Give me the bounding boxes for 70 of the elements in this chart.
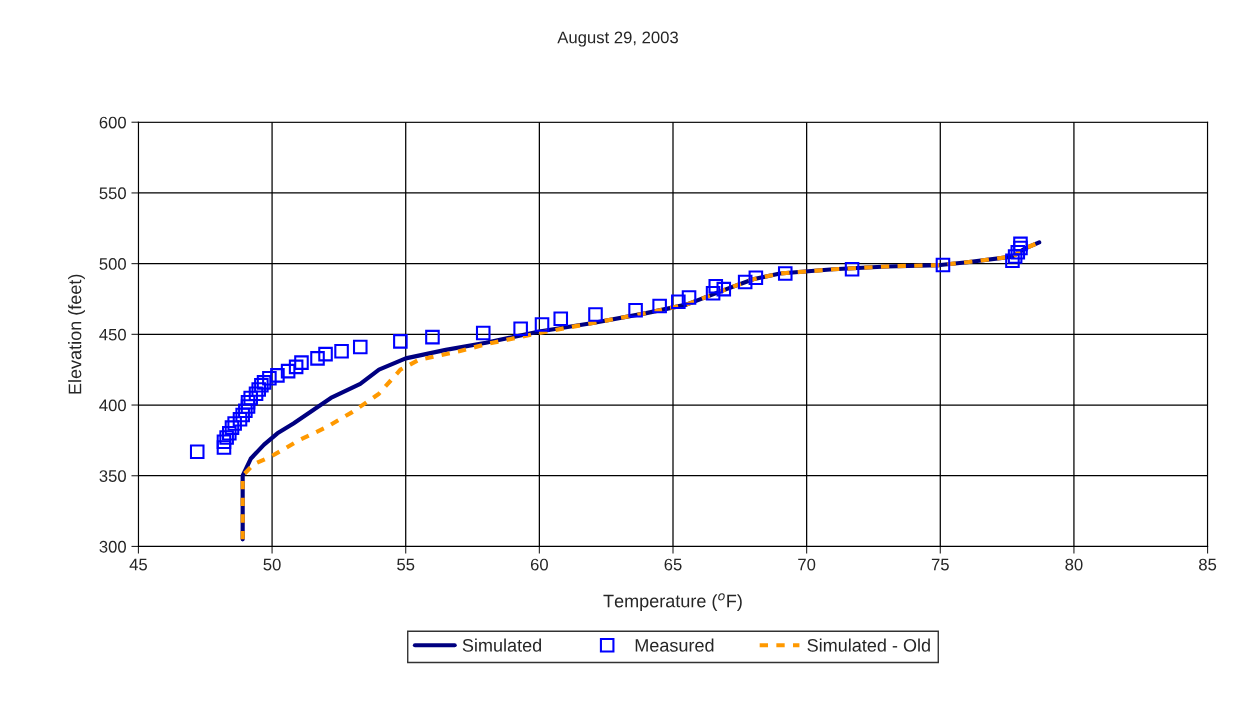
point — [288, 359, 304, 375]
point — [748, 270, 764, 286]
x-tick-label: 55 — [397, 558, 415, 571]
point — [777, 266, 793, 281]
point — [243, 390, 258, 406]
point — [737, 274, 753, 290]
point — [224, 420, 240, 435]
point — [238, 403, 253, 418]
x-tick-label: 80 — [1065, 558, 1083, 571]
x-tick-label: 65 — [664, 558, 682, 571]
x-tick-label: 45 — [129, 558, 147, 571]
point — [251, 382, 266, 397]
point — [681, 290, 697, 305]
point — [425, 329, 440, 345]
point — [318, 346, 333, 362]
x-tick-label: 60 — [530, 558, 548, 571]
y-tick-label: 300 — [99, 540, 126, 553]
point — [310, 351, 325, 366]
point — [475, 325, 491, 341]
x-tick-label: 75 — [931, 558, 949, 571]
x-tick-label: 85 — [1199, 558, 1217, 571]
x-tick-label: 70 — [798, 558, 816, 571]
y-tick-label: 350 — [99, 470, 126, 482]
point — [219, 430, 234, 445]
y-tick-label: 450 — [99, 328, 126, 341]
point — [935, 257, 951, 273]
point — [334, 344, 349, 359]
point — [270, 368, 285, 383]
y-tick-label: 400 — [99, 399, 126, 412]
point — [716, 281, 732, 297]
point — [1010, 245, 1026, 260]
y-tick-label: 550 — [99, 187, 126, 200]
point — [844, 262, 860, 277]
point — [222, 426, 237, 441]
point — [262, 370, 277, 386]
x-tick-label: 50 — [263, 558, 281, 571]
y-tick-label: 500 — [99, 258, 126, 270]
chart-title: August 29, 2003 — [557, 31, 678, 47]
point — [513, 321, 528, 336]
point — [1005, 253, 1020, 269]
point — [534, 317, 550, 332]
point — [189, 444, 205, 459]
point — [280, 363, 296, 379]
point — [352, 339, 368, 355]
point — [708, 278, 724, 294]
point — [393, 334, 408, 349]
point — [227, 416, 242, 431]
point — [1013, 236, 1028, 252]
point — [235, 407, 250, 423]
point — [240, 394, 256, 410]
point — [588, 307, 603, 322]
point — [671, 294, 686, 310]
point — [705, 286, 721, 301]
point — [628, 303, 643, 318]
point — [652, 298, 667, 314]
point — [1007, 249, 1023, 264]
legend-label: Simulated - Old — [807, 638, 930, 652]
point — [294, 355, 309, 370]
point — [1013, 240, 1028, 256]
point — [232, 411, 248, 427]
y-axis-title: Elevation (feet) — [68, 274, 85, 394]
point — [216, 440, 232, 455]
legend-label: Measured — [635, 638, 714, 652]
point — [216, 434, 232, 450]
point — [240, 399, 256, 414]
legend-label: Simulated — [462, 638, 542, 652]
point — [248, 386, 264, 402]
x-axis-title: Temperature ($^{o}$F) — [603, 593, 742, 611]
point — [553, 311, 569, 327]
y-tick-label: 600 — [99, 116, 126, 129]
